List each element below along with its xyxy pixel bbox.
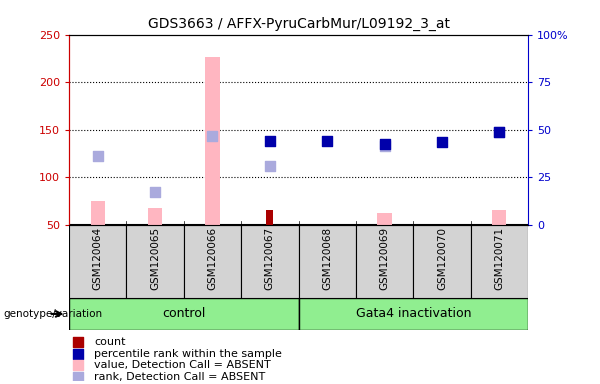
Text: control: control	[162, 308, 205, 320]
Point	[73, 374, 83, 380]
Point	[73, 351, 83, 357]
Text: Gata4 inactivation: Gata4 inactivation	[355, 308, 471, 320]
Point	[494, 128, 504, 134]
Text: GSM120064: GSM120064	[92, 227, 103, 290]
Text: GSM120068: GSM120068	[322, 227, 332, 290]
Bar	[356, 225, 413, 298]
Point	[73, 339, 83, 346]
Point	[208, 133, 217, 139]
Text: value, Detection Call = ABSENT: value, Detection Call = ABSENT	[94, 361, 271, 371]
Point	[150, 189, 160, 195]
Bar	[148, 207, 162, 225]
Title: GDS3663 / AFFX-PyruCarbMur/L09192_3_at: GDS3663 / AFFX-PyruCarbMur/L09192_3_at	[148, 17, 449, 31]
Text: GSM120070: GSM120070	[437, 227, 447, 290]
Point	[265, 138, 275, 144]
Bar	[205, 57, 220, 225]
Bar	[299, 225, 356, 298]
Text: GSM120069: GSM120069	[380, 227, 389, 290]
Bar	[69, 298, 299, 330]
Bar	[492, 210, 506, 225]
Bar	[266, 210, 273, 225]
Point	[73, 362, 83, 369]
Point	[265, 163, 275, 169]
Text: GSM120067: GSM120067	[265, 227, 275, 290]
Point	[93, 153, 103, 159]
Text: percentile rank within the sample: percentile rank within the sample	[94, 349, 282, 359]
Bar	[241, 225, 299, 298]
Bar	[470, 225, 528, 298]
Point	[380, 143, 389, 149]
Bar	[69, 225, 127, 298]
Point	[380, 141, 389, 147]
Text: GSM120071: GSM120071	[494, 227, 505, 290]
Bar	[413, 225, 470, 298]
Bar	[299, 298, 528, 330]
Text: GSM120065: GSM120065	[150, 227, 160, 290]
Text: GSM120066: GSM120066	[208, 227, 217, 290]
Bar	[184, 225, 241, 298]
Text: count: count	[94, 338, 126, 348]
Text: genotype/variation: genotype/variation	[3, 309, 102, 319]
Point	[494, 128, 504, 134]
Bar	[127, 225, 184, 298]
Bar	[91, 201, 105, 225]
Text: rank, Detection Call = ABSENT: rank, Detection Call = ABSENT	[94, 372, 265, 382]
Point	[437, 139, 447, 145]
Bar	[377, 213, 392, 225]
Point	[322, 138, 332, 144]
